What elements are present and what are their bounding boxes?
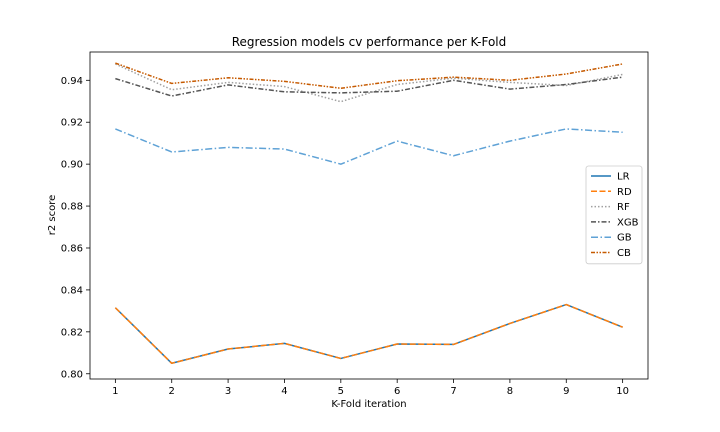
y-tick-label: 0.90 — [61, 160, 83, 171]
series-line-cb — [115, 62, 623, 90]
legend-box — [585, 165, 643, 265]
y-axis-label: r2 score — [47, 195, 58, 236]
legend-label-lr: LR — [617, 172, 630, 183]
legend-label-gb: GB — [617, 233, 632, 244]
x-tick-label: 2 — [169, 386, 175, 397]
series-line-xgb — [115, 76, 623, 97]
x-tick-label: 3 — [225, 386, 231, 397]
y-tick-label: 0.82 — [61, 327, 83, 338]
y-tick-label: 0.88 — [61, 202, 83, 213]
legend-label-rd: RD — [617, 187, 632, 198]
x-tick-label: 9 — [563, 386, 569, 397]
x-tick-label: 7 — [450, 386, 456, 397]
x-tick-label: 10 — [616, 386, 629, 397]
series-line-rd — [114, 303, 623, 365]
legend: LR RD RF XGB GB CB — [585, 165, 643, 265]
legend-label-rf: RF — [617, 202, 630, 213]
series-line-gb — [115, 128, 623, 165]
y-tick-label: 0.94 — [61, 76, 83, 87]
y-tick-label: 0.86 — [61, 243, 83, 254]
y-tick-label: 0.92 — [61, 118, 83, 129]
x-tick-label: 4 — [281, 386, 287, 397]
legend-label-xgb: XGB — [617, 217, 639, 228]
y-tick-label: 0.84 — [61, 285, 83, 296]
series-layer — [114, 62, 623, 365]
chart-title: Regression models cv performance per K-F… — [232, 35, 507, 49]
series-line-rf — [115, 63, 623, 103]
y-axis: 0.80 0.82 0.84 0.86 0.88 0.90 0.92 0.94 — [61, 76, 90, 380]
x-tick-label: 1 — [112, 386, 118, 397]
x-tick-label: 6 — [394, 386, 400, 397]
x-tick-label: 5 — [338, 386, 344, 397]
plot-frame — [89, 51, 649, 380]
x-tick-label: 8 — [507, 386, 513, 397]
x-axis: 1 2 3 4 5 6 7 8 9 10 — [112, 379, 629, 397]
legend-label-cb: CB — [617, 248, 631, 259]
x-axis-label: K-Fold iteration — [331, 399, 406, 410]
y-tick-label: 0.80 — [61, 369, 83, 380]
